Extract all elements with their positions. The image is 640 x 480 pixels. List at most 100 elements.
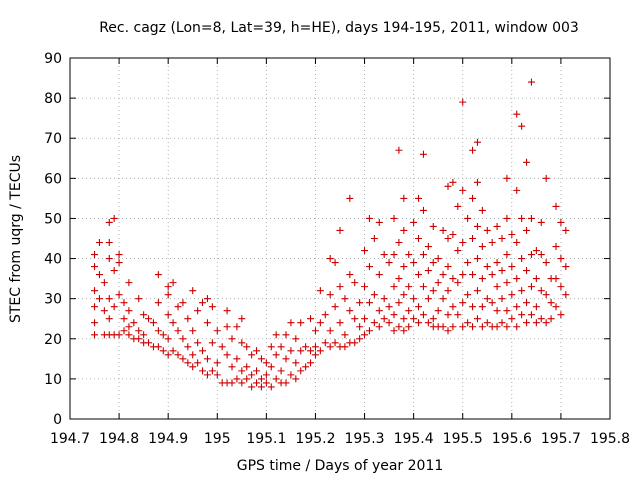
- data-point: [390, 283, 398, 291]
- data-point: [145, 339, 153, 347]
- data-point: [537, 251, 545, 259]
- data-point: [459, 98, 467, 106]
- data-point: [459, 271, 467, 279]
- data-point: [419, 206, 427, 214]
- x-tick-label: 194.7: [50, 431, 90, 447]
- data-point: [174, 351, 182, 359]
- data-point: [267, 343, 275, 351]
- data-point: [154, 299, 162, 307]
- data-point: [557, 255, 565, 263]
- data-point: [370, 319, 378, 327]
- data-point: [277, 367, 285, 375]
- data-point: [410, 259, 418, 267]
- data-point: [110, 267, 118, 275]
- data-point: [253, 347, 261, 355]
- data-point: [390, 214, 398, 222]
- data-point: [145, 315, 153, 323]
- data-point: [233, 355, 241, 363]
- y-tick-label: 0: [53, 412, 62, 428]
- data-point: [184, 315, 192, 323]
- data-point: [503, 214, 511, 222]
- data-point: [444, 263, 452, 271]
- data-point: [105, 255, 113, 263]
- data-point: [459, 299, 467, 307]
- data-point: [537, 287, 545, 295]
- data-point: [164, 335, 172, 343]
- data-point: [370, 235, 378, 242]
- data-point: [311, 343, 319, 351]
- data-point: [267, 383, 275, 391]
- data-point: [316, 319, 324, 327]
- data-point: [459, 186, 467, 194]
- data-point: [508, 315, 516, 323]
- data-point: [115, 331, 123, 339]
- data-point: [208, 303, 216, 311]
- data-point: [159, 347, 167, 355]
- data-point: [562, 226, 570, 234]
- data-point: [493, 259, 501, 267]
- data-point: [498, 319, 506, 327]
- data-point: [164, 291, 172, 299]
- data-point: [331, 339, 339, 347]
- data-point: [375, 307, 383, 315]
- data-point: [518, 255, 526, 263]
- chart-title: Rec. cagz (Lon=8, Lat=39, h=HE), days 19…: [99, 20, 579, 36]
- data-point: [248, 351, 256, 359]
- data-point: [542, 319, 550, 327]
- data-point: [493, 283, 501, 291]
- data-point: [439, 271, 447, 279]
- data-point: [552, 243, 560, 251]
- data-point: [483, 319, 491, 327]
- data-point: [311, 327, 319, 335]
- data-point: [469, 194, 477, 202]
- data-point: [189, 363, 197, 371]
- data-point: [400, 327, 408, 335]
- data-point: [154, 327, 162, 335]
- data-point: [454, 311, 462, 319]
- data-point: [473, 138, 481, 146]
- data-point: [365, 299, 373, 307]
- data-point: [336, 319, 344, 327]
- data-point: [395, 146, 403, 154]
- data-point: [493, 323, 501, 331]
- data-point: [454, 202, 462, 210]
- data-point: [527, 251, 535, 259]
- data-point: [326, 255, 334, 263]
- data-point: [346, 307, 354, 315]
- data-point: [527, 214, 535, 222]
- y-tick-label: 10: [44, 372, 62, 388]
- data-point: [336, 226, 344, 234]
- data-point: [223, 351, 231, 359]
- data-point: [174, 327, 182, 335]
- data-point: [154, 343, 162, 351]
- data-point: [243, 343, 251, 351]
- x-tick-label: 195.1: [246, 431, 286, 447]
- data-point: [203, 319, 211, 327]
- data-point: [203, 295, 211, 303]
- data-point: [179, 355, 187, 363]
- data-point: [488, 299, 496, 307]
- data-point: [562, 291, 570, 299]
- data-point: [262, 371, 270, 379]
- data-point: [292, 375, 300, 383]
- data-point: [253, 379, 261, 387]
- data-point: [257, 355, 265, 363]
- data-point: [537, 315, 545, 323]
- data-point: [444, 327, 452, 335]
- data-point: [228, 379, 236, 387]
- data-point: [513, 303, 521, 311]
- data-point: [527, 311, 535, 319]
- data-point: [469, 271, 477, 279]
- data-point: [503, 174, 511, 182]
- data-point: [346, 194, 354, 202]
- data-point: [419, 311, 427, 319]
- data-point: [169, 319, 177, 327]
- data-point: [400, 315, 408, 323]
- data-point: [532, 247, 540, 255]
- data-point: [405, 323, 413, 331]
- data-point: [375, 271, 383, 279]
- data-point: [179, 335, 187, 343]
- data-point: [184, 359, 192, 367]
- data-point: [331, 259, 339, 267]
- x-tick-label: 195.5: [443, 431, 483, 447]
